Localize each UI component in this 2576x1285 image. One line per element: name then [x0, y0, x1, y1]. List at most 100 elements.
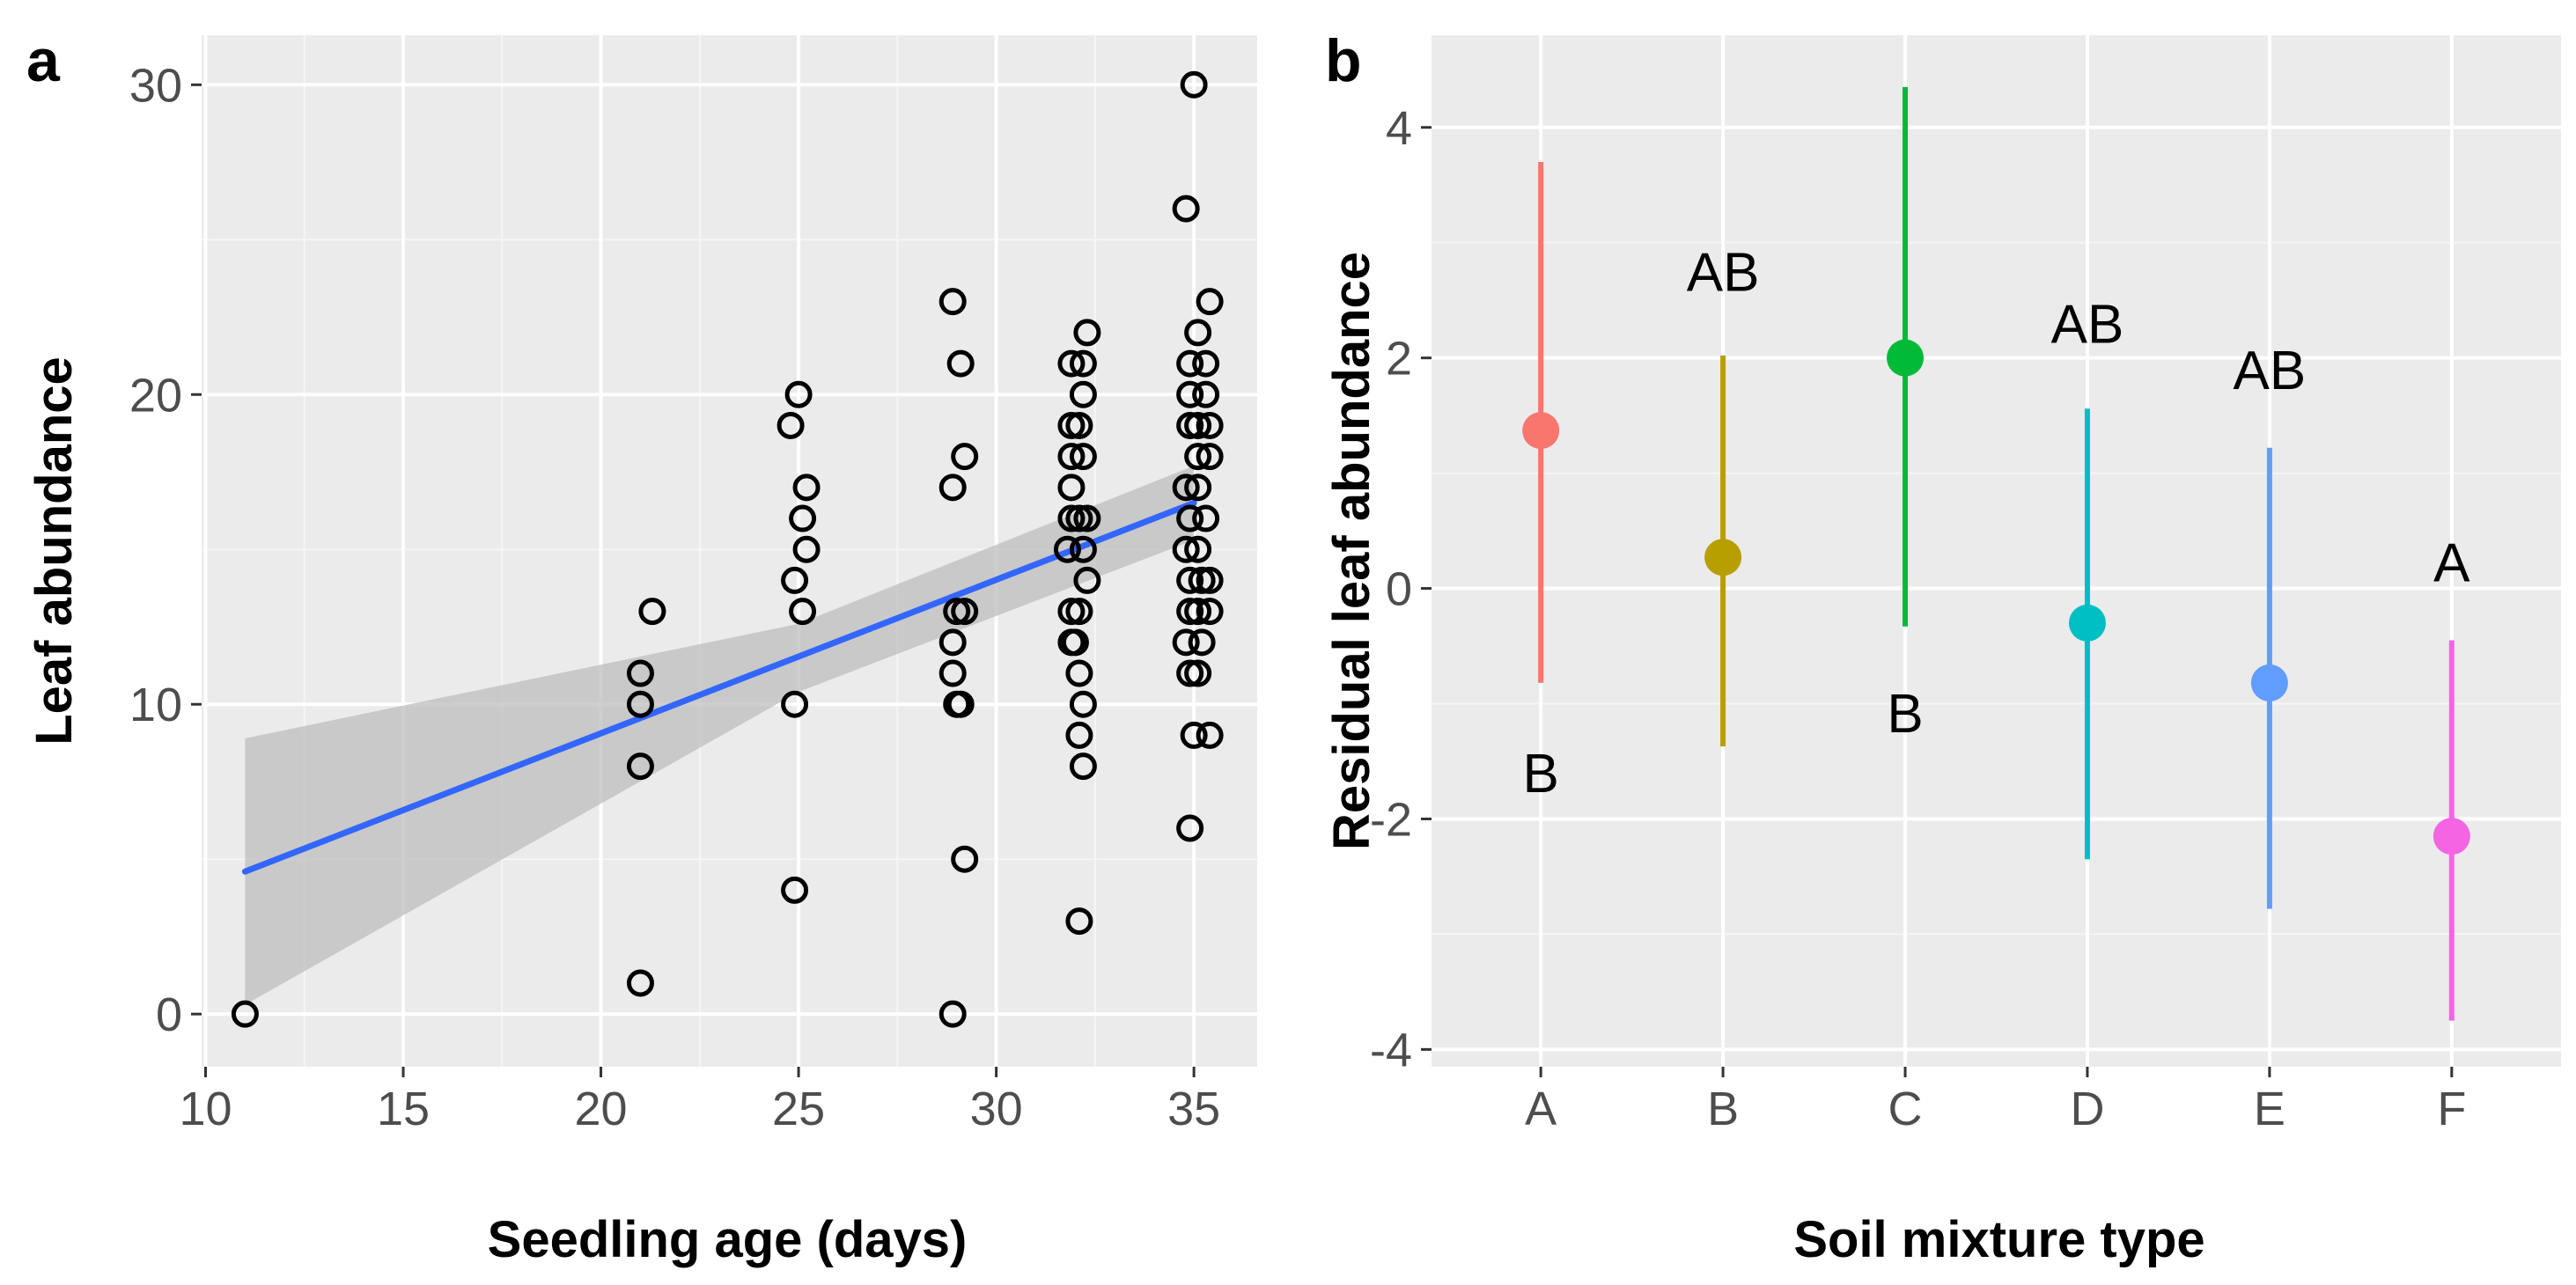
panel-a-data-point: [938, 628, 967, 657]
panel-a-data-point: [1188, 628, 1216, 657]
panel-a-data-point: [1176, 598, 1204, 626]
panel-b-point-ranges: [1522, 86, 2470, 1021]
panel-a-data-point: [938, 659, 967, 687]
panel-a-data-point: [626, 690, 654, 718]
panel-a-x-tick-label: 30: [970, 1083, 1023, 1135]
panel-a-x-tick-label: 20: [575, 1083, 628, 1135]
panel-a-data-point: [1176, 659, 1204, 687]
panel-a-data-point: [1192, 349, 1220, 378]
panel-b-x-tick-label: B: [1707, 1083, 1739, 1135]
panel-a-data-point: [1196, 288, 1224, 316]
panel-a-y-tick-label: 0: [156, 988, 182, 1041]
panel-a-data-point: [1057, 504, 1086, 532]
panel-a-data-point: [1184, 319, 1212, 347]
panel-a-data-point: [1057, 474, 1086, 502]
panel-a-data-point: [1069, 443, 1097, 471]
panel-a-data-point: [781, 876, 809, 904]
panel-b-x-tick-label: A: [1525, 1083, 1557, 1135]
panel-b-x-tick-label: C: [1888, 1083, 1923, 1135]
panel-a-data-point: [626, 969, 654, 997]
panel-a-data-point: [1184, 535, 1212, 563]
panel-a-x-tick-label: 25: [772, 1083, 825, 1135]
panel-a-data-point: [1069, 349, 1097, 378]
panel-a-data-point: [1176, 814, 1204, 842]
panel-a-data-point: [1069, 690, 1097, 718]
panel-a-data-point: [946, 349, 975, 378]
panel-a-data-point: [789, 504, 817, 532]
panel-a-data-point: [781, 690, 809, 718]
panel-b-background: [1432, 35, 2561, 1067]
panel-a-data-point: [1065, 598, 1093, 626]
panel-a-data-point: [1172, 628, 1200, 657]
panel-a-data-point: [951, 598, 979, 626]
panel-a-ticks: 10 15 20 25 30 35 0 10 20 30: [129, 59, 1220, 1135]
panel-a-data-point: [1196, 566, 1224, 594]
panel-a-data-point: [1069, 535, 1097, 563]
panel-b-x-tick-label: E: [2254, 1083, 2285, 1135]
panel-a-data-point: [792, 535, 821, 563]
panel-a-data-point: [1196, 411, 1224, 439]
panel-a-data-point: [1065, 907, 1093, 936]
panel-a-data-point: [1172, 535, 1200, 563]
panel-a-data-point: [938, 1000, 967, 1028]
panel-a-data-point: [1053, 535, 1081, 563]
panel-b-y-axis-title: Residual leaf abundance: [1323, 252, 1380, 850]
panel-a-data-point: [1065, 411, 1093, 439]
panel-a-data-point: [1188, 566, 1216, 594]
panel-a-x-tick-label: 15: [377, 1083, 430, 1135]
panel-a-data-point: [776, 411, 805, 439]
panel-b-x-tick-label: F: [2437, 1083, 2466, 1135]
panel-a-data-point: [1184, 598, 1212, 626]
panel-a-data-point: [1069, 753, 1097, 781]
panel-a-data-point: [1192, 504, 1220, 532]
panel-b-mean-point-A: [1522, 412, 1560, 450]
panel-a-data-point: [1073, 504, 1101, 532]
panel-a-data-point: [1057, 411, 1086, 439]
panel-b-label: b: [1325, 27, 1362, 94]
panel-b-y-tick-label: -2: [1370, 793, 1412, 846]
panel-a-data-point: [1176, 566, 1204, 594]
panel-a-data-point: [1073, 566, 1101, 594]
panel-a: 10 15 20 25 30 35 0 10 20 30 a Seedling age (days…: [26, 27, 1257, 1268]
panel-a-data-point: [1065, 504, 1093, 532]
panel-b-mean-point-C: [1887, 339, 1925, 377]
panel-b-y-tick-label: 2: [1386, 333, 1412, 386]
panel-a-data-point: [1176, 504, 1204, 532]
panel-b-mean-point-E: [2250, 664, 2288, 701]
panel-a-data-point: [1057, 443, 1086, 471]
panel-a-data-point: [951, 845, 979, 873]
panel-a-data-point: [1184, 443, 1212, 471]
panel-a-data-point: [784, 380, 813, 408]
panel-a-y-tick-label: 30: [129, 59, 182, 112]
panel-a-data-point: [1196, 721, 1224, 749]
panel-a-data-point: [946, 690, 975, 718]
panel-a-data-point: [626, 753, 654, 781]
panel-a-data-point: [1196, 443, 1224, 471]
panel-b-x-axis-title: Soil mixture type: [1793, 1211, 2204, 1268]
panel-b-y-tick-label: 4: [1386, 102, 1412, 155]
panel-b-x-tick-label: D: [2070, 1083, 2104, 1135]
panel-a-data-point: [1172, 474, 1200, 502]
panel-a-data-point: [1073, 319, 1101, 347]
panel-a-data-point: [792, 474, 821, 502]
panel-a-data-point: [1061, 628, 1089, 657]
panel-a-data-point: [638, 598, 666, 626]
panel-a-data-point: [781, 566, 809, 594]
panel-b-mean-point-F: [2432, 818, 2470, 855]
panel-a-data-point: [1057, 598, 1086, 626]
panel-a-x-tick-label: 35: [1167, 1083, 1220, 1135]
panel-a-data-point: [1184, 659, 1212, 687]
panel-a-data-point: [1184, 411, 1212, 439]
panel-a-data-point: [1057, 349, 1086, 378]
panel-a-points: [231, 70, 1224, 1028]
panel-a-data-point: [1184, 474, 1212, 502]
panel-a-label: a: [26, 27, 61, 94]
panel-a-data-point: [1176, 349, 1204, 378]
panel-a-data-point: [1180, 721, 1208, 749]
panel-b-mean-point-D: [2068, 604, 2106, 642]
panel-b-group-letters: B AB B AB AB A: [1522, 242, 2470, 804]
panel-b-y-tick-label: -4: [1370, 1024, 1412, 1076]
